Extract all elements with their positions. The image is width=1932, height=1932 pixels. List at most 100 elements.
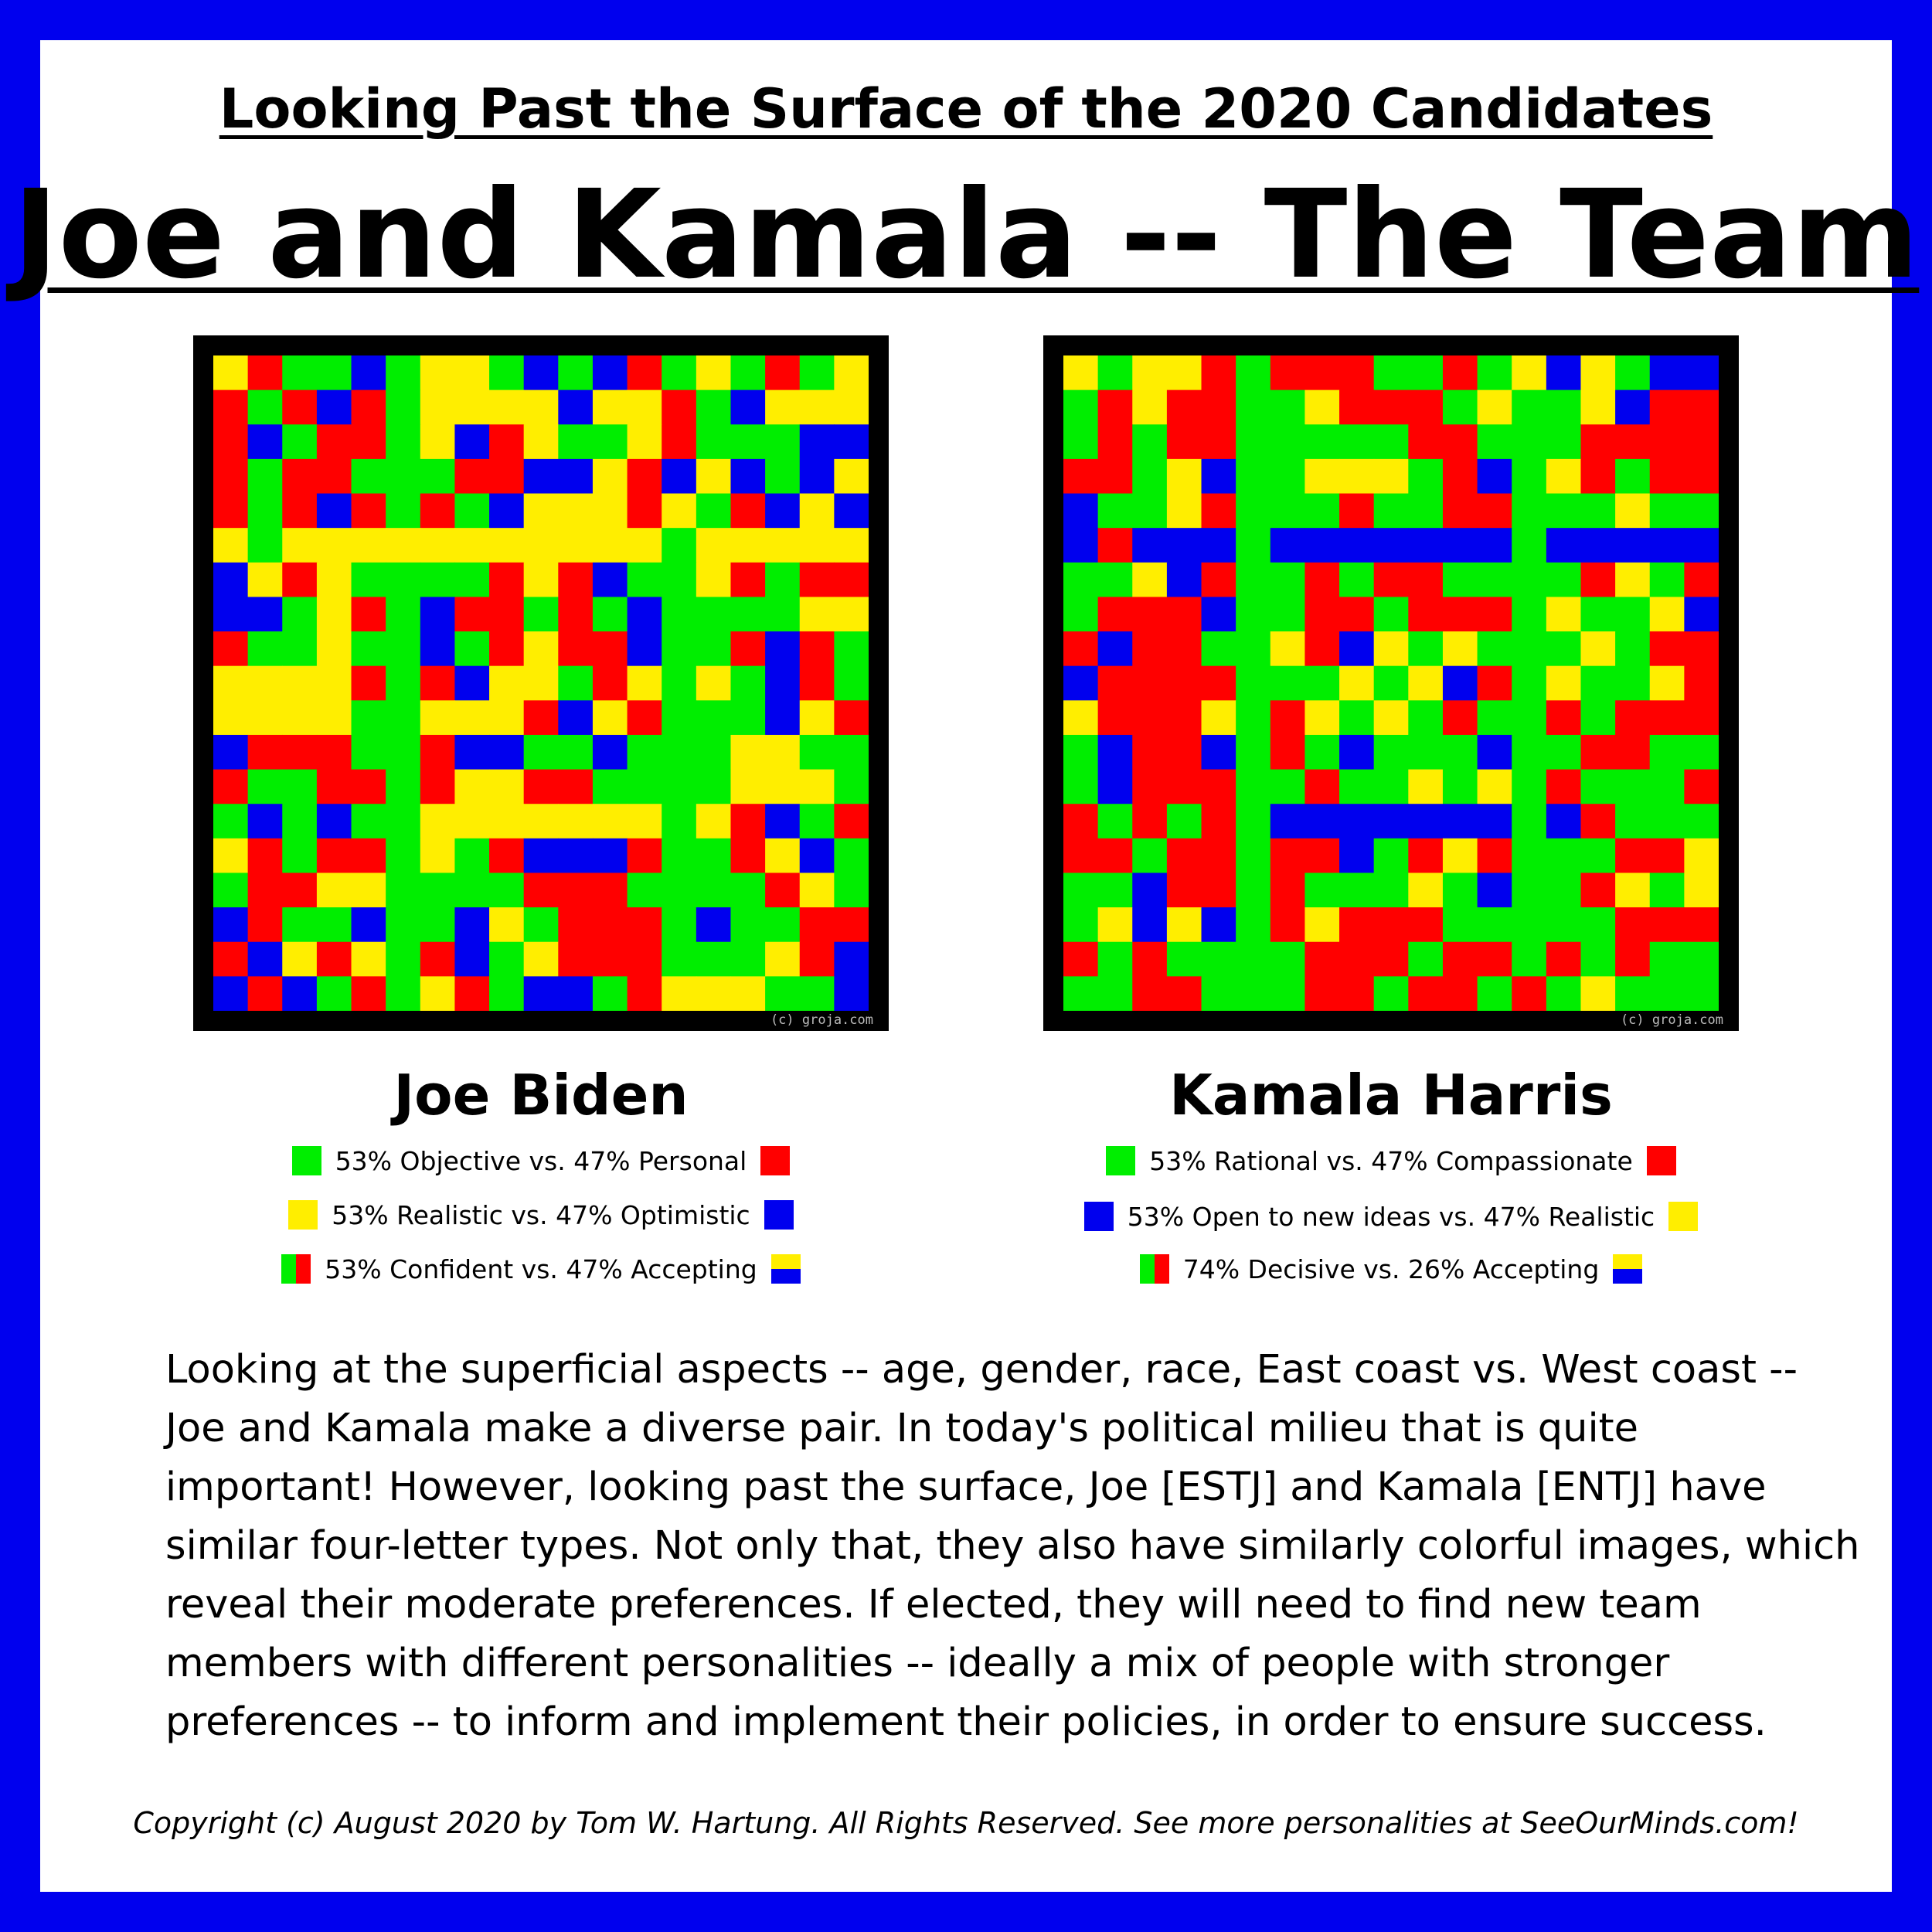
grid-tile [730, 838, 766, 874]
grid-tile [282, 907, 318, 943]
grid-tile [454, 562, 490, 598]
grid-tile [213, 769, 249, 804]
grid-tile [282, 562, 318, 598]
legend-row: 53% Open to new ideas vs. 47% Realistic [1043, 1201, 1739, 1232]
grid-tile [834, 804, 869, 839]
grid-tile [1339, 838, 1375, 874]
grid-tile [1649, 631, 1685, 667]
grid-tile [1684, 389, 1719, 425]
grid-tile [1408, 872, 1444, 908]
grid-tile [1097, 355, 1133, 391]
grid-tile [1201, 562, 1236, 598]
grid-tile [662, 941, 697, 977]
grid-tile [1166, 769, 1202, 804]
grid-tile [1270, 355, 1306, 391]
grid-tile [282, 838, 318, 874]
grid-tile [454, 872, 490, 908]
grid-tile [454, 389, 490, 425]
grid-tile [1270, 941, 1306, 977]
grid-tile [282, 734, 318, 770]
legend-row: 53% Confident vs. 47% Accepting [193, 1253, 889, 1284]
grid-tile [1546, 665, 1582, 701]
grid-tile [1063, 458, 1099, 495]
grid-tile [592, 597, 628, 632]
grid-tile [1649, 665, 1685, 701]
grid-tile [351, 389, 386, 425]
grid-tile [1512, 769, 1547, 804]
grid-tile [1132, 389, 1168, 425]
grid-tile [1580, 458, 1616, 495]
grid-tile [558, 734, 594, 770]
grid-tile [1512, 941, 1547, 977]
grid-tile [386, 700, 421, 736]
grid-tile [1373, 562, 1409, 598]
grid-tile [454, 941, 490, 977]
grid-tile [1270, 838, 1306, 874]
grid-tile [765, 665, 801, 701]
grid-tile [489, 976, 525, 1011]
grid-tile [1373, 355, 1409, 391]
legend-swatch-yellow [1668, 1202, 1699, 1231]
grid-tile [282, 389, 318, 425]
grid-tile [420, 493, 456, 529]
grid-tile [1442, 493, 1478, 529]
grid-tile [1684, 734, 1719, 770]
grid-tile [730, 804, 766, 839]
grid-tile [316, 424, 352, 460]
grid-tile [1580, 976, 1616, 1011]
grid-tile [1373, 734, 1409, 770]
grid-tile [213, 976, 249, 1011]
legend-text: 53% Objective vs. 47% Personal [335, 1145, 747, 1176]
grid-tile [1649, 597, 1685, 632]
grid-tile [1236, 424, 1271, 460]
grid-tile [558, 389, 594, 425]
grid-tile [1339, 734, 1375, 770]
grid-tile [282, 528, 318, 563]
grid-tile [213, 734, 249, 770]
grid-tile [834, 389, 869, 425]
grid-tile [316, 872, 352, 908]
grid-tile [1373, 493, 1409, 529]
grid-tile [1166, 838, 1202, 874]
grid-tile [282, 631, 318, 667]
grid-tile [592, 734, 628, 770]
grid-tile [1373, 631, 1409, 667]
grid-tile [696, 528, 732, 563]
grid-tile [765, 769, 801, 804]
grid-tile [1684, 769, 1719, 804]
grid-tile [1270, 872, 1306, 908]
grid-tile [1546, 734, 1582, 770]
grid-tile [1201, 424, 1236, 460]
grid-tile [834, 458, 869, 495]
grid-tile [316, 734, 352, 770]
grid-tile [1339, 665, 1375, 701]
grid-tile [1546, 838, 1582, 874]
grid-tile [1442, 700, 1478, 736]
grid-tile [765, 562, 801, 598]
legend-swatch-green-red [1139, 1254, 1169, 1284]
grid-tile [523, 976, 559, 1011]
grid-tile [1166, 355, 1202, 391]
grid-tile [386, 389, 421, 425]
grid-tile [662, 769, 697, 804]
grid-tile [1063, 769, 1099, 804]
grid-tile [1132, 700, 1168, 736]
grid-tile [558, 562, 594, 598]
grid-tile [1270, 424, 1306, 460]
grid-tile [834, 424, 869, 460]
grid-tile [662, 734, 697, 770]
grid-tile [213, 631, 249, 667]
grid-tile [1236, 907, 1271, 943]
grid-tile [834, 493, 869, 529]
grid-tile [1132, 872, 1168, 908]
grid-tile [523, 872, 559, 908]
grid-tile [1339, 458, 1375, 495]
grid-tile [1512, 872, 1547, 908]
grid-tile [662, 597, 697, 632]
grid-tile [558, 493, 594, 529]
grid-tile [1580, 597, 1616, 632]
grid-tile [282, 804, 318, 839]
grid-tile [247, 631, 283, 667]
grid-tile [1408, 907, 1444, 943]
grid-tile [523, 389, 559, 425]
